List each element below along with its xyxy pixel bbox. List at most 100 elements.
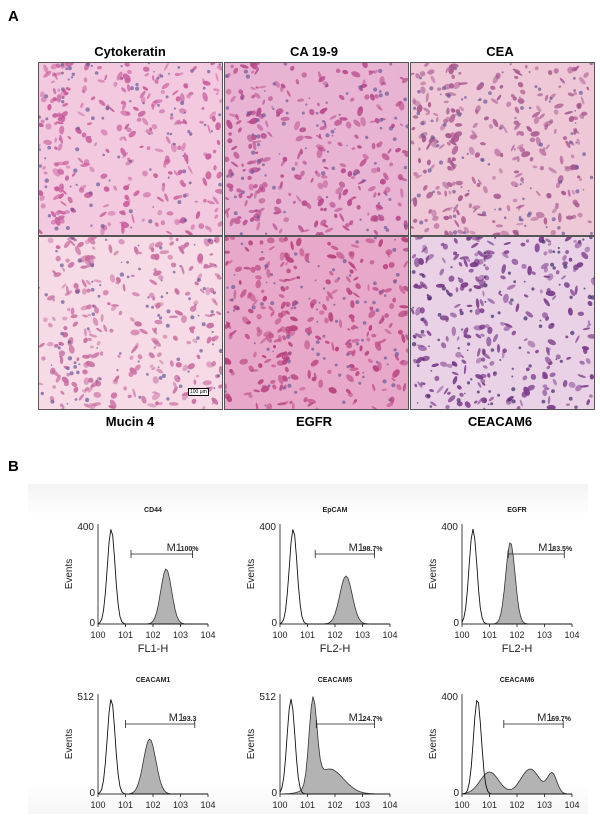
y-max-label: 400	[259, 522, 276, 533]
y-axis-label: Events	[64, 559, 75, 590]
y-zero-label: 0	[271, 788, 277, 799]
x-axis-label: FL1-H	[320, 813, 351, 814]
x-tick-label: 103	[355, 800, 370, 810]
histogram-title: CD44	[144, 507, 162, 514]
panel-a-letter: A	[8, 8, 19, 25]
ihc-image-ceacam6	[410, 236, 595, 410]
y-axis-label: Events	[428, 729, 439, 760]
x-tick-label: 101	[118, 800, 133, 810]
sample-histogram	[98, 738, 208, 795]
y-max-label: 512	[259, 692, 276, 703]
y-max-label: 400	[77, 522, 94, 533]
gate-label: M1	[538, 542, 553, 554]
x-tick-label: 100	[454, 630, 469, 640]
gate-percent: 93.3	[183, 716, 197, 723]
histogram-title: EpCAM	[323, 507, 348, 514]
x-tick-label: 101	[300, 800, 315, 810]
sample-histogram	[98, 568, 208, 625]
x-tick-label: 102	[145, 800, 160, 810]
ihc-label-mucin4: Mucin 4	[105, 414, 155, 429]
x-axis-label: FL2-H	[320, 643, 351, 655]
y-axis-label: Events	[64, 729, 75, 760]
x-tick-label: 102	[509, 630, 524, 640]
control-histogram	[461, 528, 572, 625]
x-tick-label: 102	[145, 630, 160, 640]
scale-bar-label: 100 µm	[188, 388, 209, 396]
x-tick-label: 104	[200, 630, 215, 640]
x-tick-label: 100	[454, 800, 469, 810]
gate-label: M1	[349, 542, 364, 554]
ihc-image-egfr	[224, 236, 409, 410]
ihc-label-ceacam6: CEACAM6	[467, 414, 533, 429]
x-tick-label: 101	[118, 630, 133, 640]
ihc-label-cytokeratin: Cytokeratin	[94, 44, 166, 59]
x-tick-label: 104	[200, 800, 215, 810]
x-tick-label: 104	[382, 800, 397, 810]
x-axis-label: FL4-H	[502, 813, 533, 814]
x-tick-label: 100	[272, 630, 287, 640]
y-zero-label: 0	[453, 618, 459, 629]
x-tick-label: 102	[327, 630, 342, 640]
control-histogram	[461, 699, 572, 795]
gate-percent: 83.5%	[552, 546, 573, 553]
y-zero-label: 0	[271, 618, 277, 629]
y-axis-label: Events	[246, 559, 257, 590]
x-tick-label: 100	[90, 630, 105, 640]
ihc-image-cea	[410, 62, 595, 236]
flow-cytometry-panel: CD44 400 0 Events 100 101 102 103 104 FL1-H M1 100%…	[28, 484, 588, 824]
histogram-title: CEACAM1	[136, 677, 171, 684]
x-tick-label: 101	[300, 630, 315, 640]
gate-percent: 24.7%	[363, 716, 384, 723]
histogram-title: EGFR	[507, 507, 526, 514]
panel-b-letter: B	[8, 458, 19, 475]
ihc-image-cytokeratin	[38, 62, 223, 236]
y-max-label: 400	[441, 692, 458, 703]
x-axis-label: FL2-H	[502, 643, 533, 655]
control-histogram	[279, 529, 390, 625]
x-tick-label: 100	[90, 800, 105, 810]
gate-label: M1	[537, 712, 552, 724]
sample-histogram	[280, 575, 390, 625]
control-histogram	[97, 699, 208, 795]
x-axis-label: FL2-H	[138, 813, 169, 814]
x-tick-label: 100	[272, 800, 287, 810]
x-tick-label: 104	[564, 630, 579, 640]
x-tick-label: 103	[537, 630, 552, 640]
x-tick-label: 104	[564, 800, 579, 810]
x-tick-label: 102	[327, 800, 342, 810]
histogram-title: CEACAM5	[318, 677, 353, 684]
gate-label: M1	[169, 712, 184, 724]
ihc-image-ca199	[224, 62, 409, 236]
gate-percent: 98.7%	[363, 546, 384, 553]
x-tick-label: 102	[509, 800, 524, 810]
y-zero-label: 0	[89, 618, 95, 629]
y-max-label: 512	[77, 692, 94, 703]
ihc-image-mucin4	[38, 236, 223, 410]
y-max-label: 400	[441, 522, 458, 533]
x-tick-label: 101	[482, 800, 497, 810]
y-zero-label: 0	[89, 788, 95, 799]
sample-histogram	[279, 696, 390, 795]
y-axis-label: Events	[246, 729, 257, 760]
x-tick-label: 103	[173, 800, 188, 810]
control-histogram	[279, 698, 390, 795]
x-tick-label: 103	[355, 630, 370, 640]
histogram-title: CEACAM6	[500, 677, 535, 684]
gate-percent: 69.7%	[551, 716, 572, 723]
sample-histogram	[461, 768, 572, 795]
ihc-label-ca199: CA 19-9	[290, 44, 338, 59]
gate-label: M1	[349, 712, 364, 724]
x-tick-label: 103	[173, 630, 188, 640]
y-axis-label: Events	[428, 559, 439, 590]
x-axis-label: FL1-H	[138, 643, 169, 655]
ihc-label-cea: CEA	[486, 44, 514, 59]
x-tick-label: 103	[537, 800, 552, 810]
gate-label: M1	[167, 542, 182, 554]
control-histogram	[97, 529, 208, 625]
ihc-label-egfr: EGFR	[295, 414, 333, 429]
y-zero-label: 0	[453, 788, 459, 799]
gate-percent: 100%	[181, 546, 200, 553]
x-tick-label: 101	[482, 630, 497, 640]
x-tick-label: 104	[382, 630, 397, 640]
